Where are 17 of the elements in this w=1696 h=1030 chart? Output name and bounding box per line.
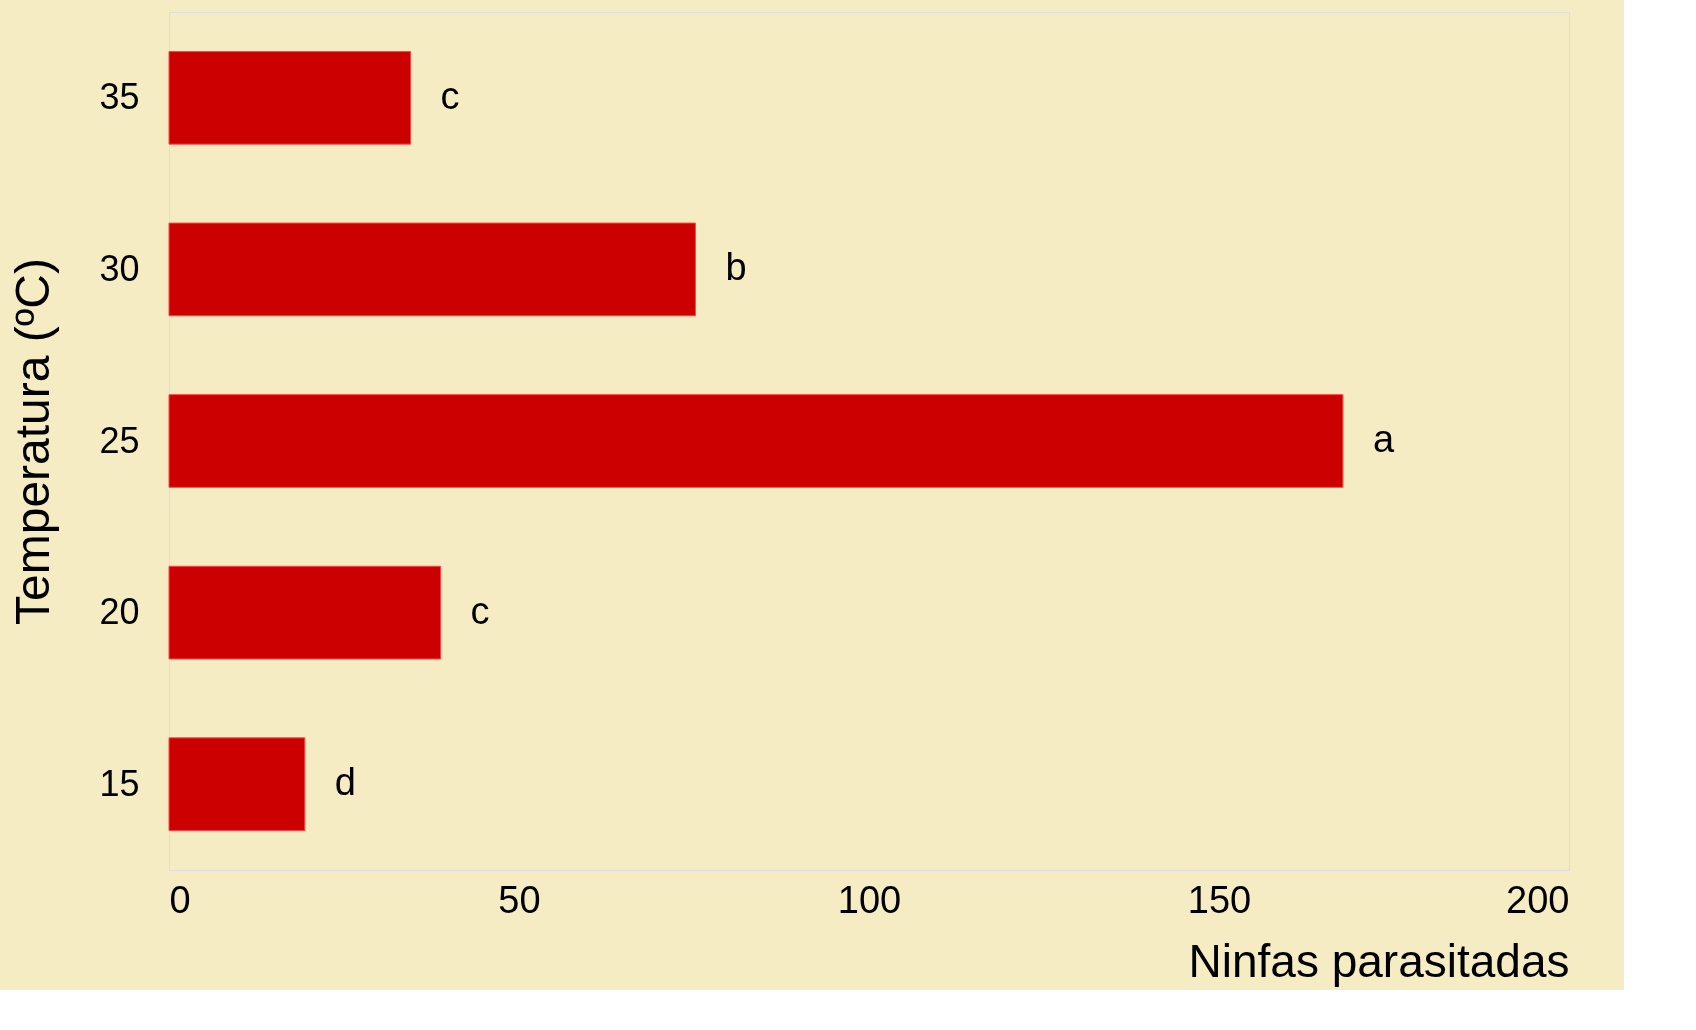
x-tick-label: 200 xyxy=(1506,878,1570,921)
x-axis-title: Ninfas parasitadas xyxy=(1188,934,1570,987)
y-axis-title: Temperatura (ºC) xyxy=(6,258,60,625)
x-tick-label: 50 xyxy=(498,878,541,921)
data-label: b xyxy=(725,246,747,289)
y-tick-label: 30 xyxy=(99,247,140,289)
data-label: d xyxy=(334,761,356,804)
y-tick-label: 35 xyxy=(99,76,140,118)
y-tick-label: 20 xyxy=(99,591,140,633)
data-label: c xyxy=(470,589,490,632)
x-tick-label: 0 xyxy=(169,878,191,921)
y-tick-label: 25 xyxy=(99,419,140,461)
data-label: c xyxy=(440,74,460,117)
x-tick-label: 150 xyxy=(1187,878,1252,921)
y-tick-label: 15 xyxy=(99,762,140,804)
x-tick-label: 100 xyxy=(837,878,902,921)
data-label: a xyxy=(1372,418,1395,460)
